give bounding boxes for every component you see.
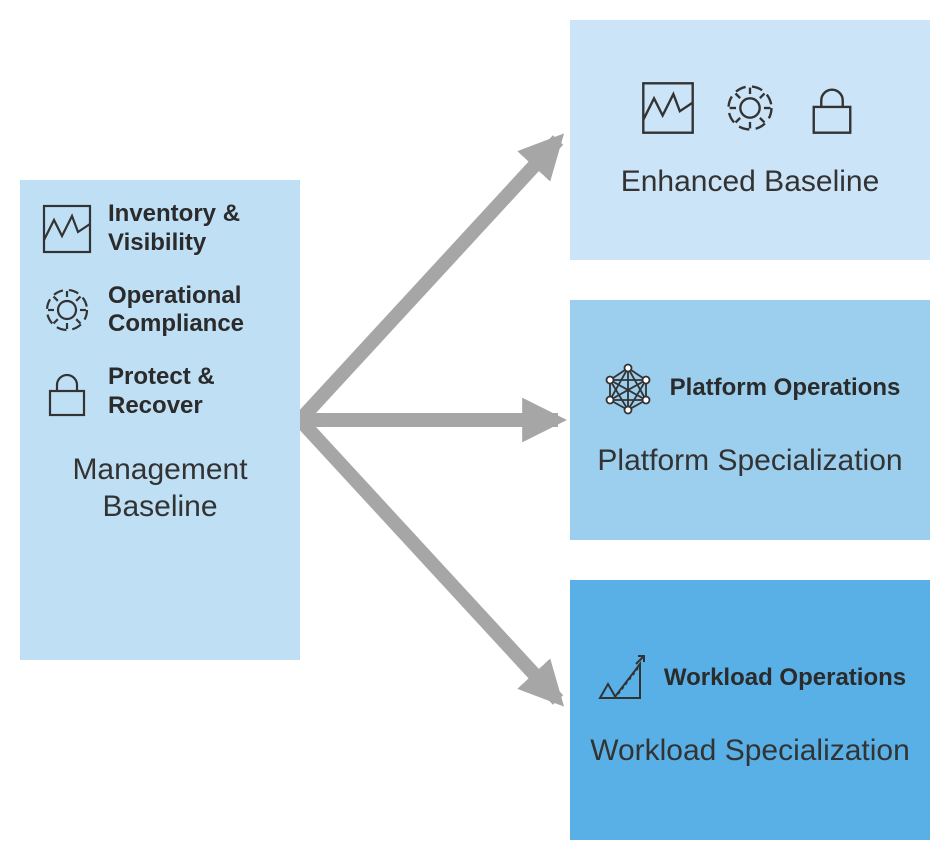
item-protect: Protect & Recover <box>40 363 280 421</box>
arrows <box>300 0 570 860</box>
mesh-icon <box>600 360 656 416</box>
management-baseline-title: Management Baseline <box>40 451 280 526</box>
workload-operations-row: Workload Operations <box>594 650 906 706</box>
platform-specialization-title: Platform Specialization <box>597 442 902 480</box>
growth-icon <box>594 650 650 706</box>
gear-icon <box>40 283 94 337</box>
platform-operations-label: Platform Operations <box>670 374 901 403</box>
workload-operations-label: Workload Operations <box>664 664 906 693</box>
workload-specialization-title: Workload Specialization <box>590 732 910 770</box>
item-inventory-label: Inventory & Visibility <box>108 200 280 258</box>
item-compliance-label: Operational Compliance <box>108 282 280 340</box>
lock-icon <box>803 79 861 137</box>
enhanced-icons <box>639 79 861 137</box>
workload-specialization-box: Workload Operations Workload Specializat… <box>570 580 930 840</box>
chart-icon <box>639 79 697 137</box>
management-baseline-box: Inventory & Visibility Operational Compl… <box>20 180 300 660</box>
gear-icon <box>721 79 779 137</box>
platform-specialization-box: Platform Operations Platform Specializat… <box>570 300 930 540</box>
item-compliance: Operational Compliance <box>40 282 280 340</box>
chart-icon <box>40 202 94 256</box>
lock-icon <box>40 365 94 419</box>
enhanced-baseline-box: Enhanced Baseline <box>570 20 930 260</box>
platform-operations-row: Platform Operations <box>600 360 901 416</box>
item-inventory: Inventory & Visibility <box>40 200 280 258</box>
enhanced-baseline-title: Enhanced Baseline <box>621 163 880 201</box>
item-protect-label: Protect & Recover <box>108 363 280 421</box>
